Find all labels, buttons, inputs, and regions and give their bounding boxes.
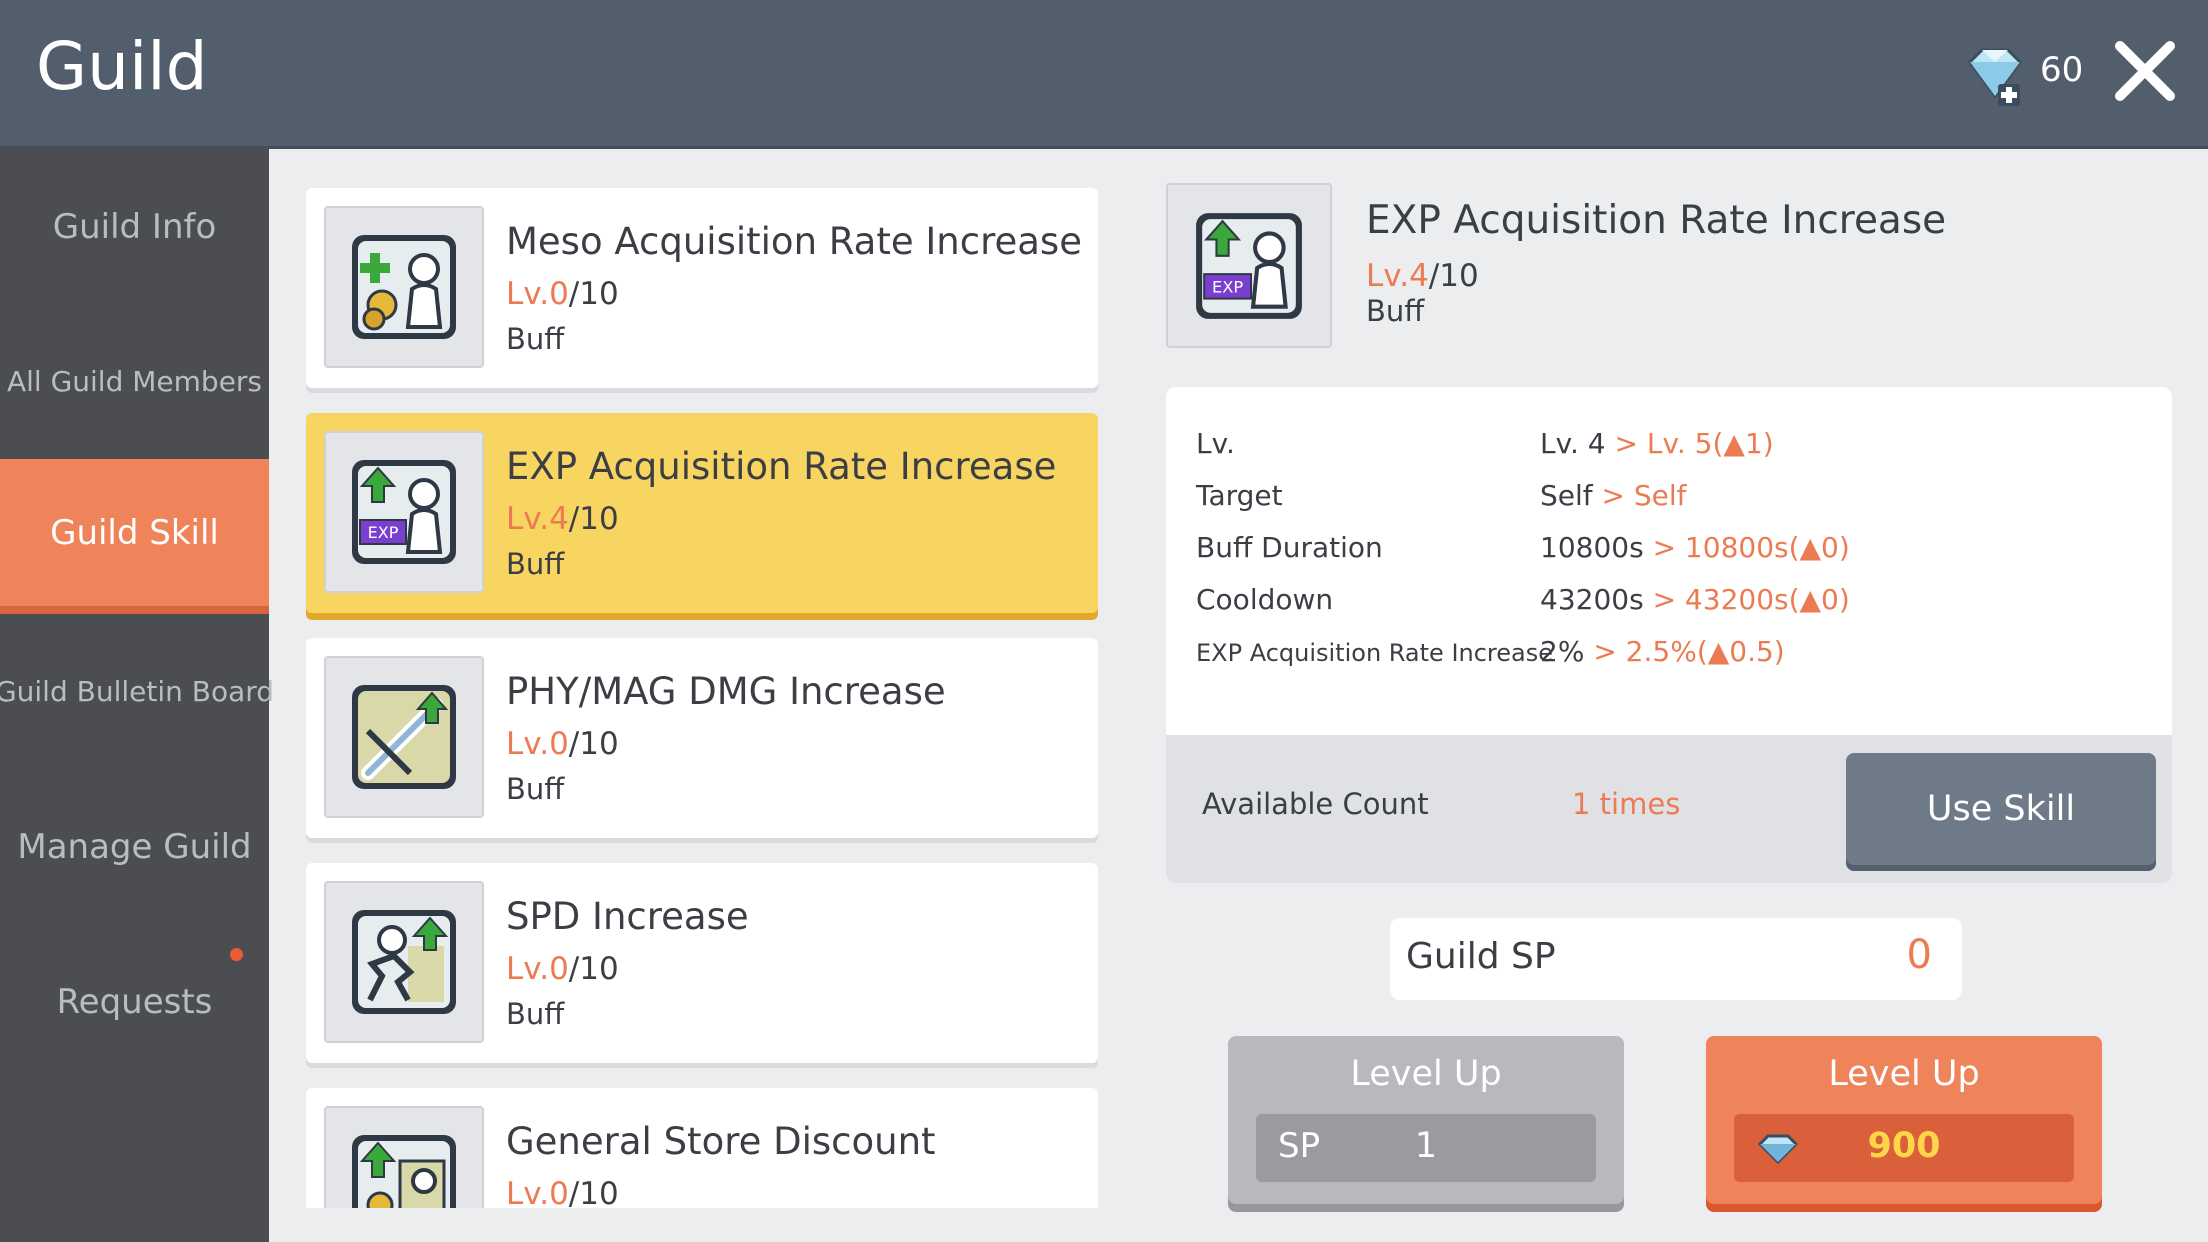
skill-name: Meso Acquisition Rate Increase	[506, 220, 1082, 263]
sidebar-item-manage-guild[interactable]: Manage Guild	[17, 826, 252, 867]
available-count-label: Available Count	[1202, 787, 1429, 821]
sp-cost-bar: SP 1	[1256, 1114, 1596, 1182]
exp-skill-icon: EXP	[1166, 183, 1332, 348]
level-up-gem-button[interactable]: Level Up 900	[1706, 1036, 2102, 1204]
guild-sp-value: 0	[1906, 932, 1932, 978]
skill-card-speed[interactable]: SPD Increase Lv.0/10 Buff	[306, 863, 1098, 1063]
skill-card-meso[interactable]: Meso Acquisition Rate Increase Lv.0/10 B…	[306, 188, 1098, 388]
sidebar-item-guild-info[interactable]: Guild Info	[52, 206, 217, 247]
skill-name: EXP Acquisition Rate Increase	[506, 445, 1057, 488]
skill-name: General Store Discount	[506, 1120, 936, 1163]
damage-skill-icon	[324, 656, 484, 818]
notification-dot	[230, 948, 243, 961]
stat-value: 10800s > 10800s(▲0)	[1540, 531, 1850, 564]
guild-sp-box: Guild SP 0	[1390, 918, 1962, 1000]
skill-list[interactable]: Meso Acquisition Rate Increase Lv.0/10 B…	[306, 188, 1098, 1208]
level-up-label: Level Up	[1350, 1054, 1502, 1094]
skill-card-damage[interactable]: PHY/MAG DMG Increase Lv.0/10 Buff	[306, 638, 1098, 838]
stat-value: 2% > 2.5%(▲0.5)	[1540, 635, 1785, 668]
skill-type: Buff	[506, 547, 565, 581]
close-icon[interactable]	[2110, 36, 2180, 106]
sidebar-item-requests[interactable]: Requests	[56, 981, 213, 1022]
skill-type: Buff	[506, 997, 565, 1031]
page-title: Guild	[36, 28, 208, 105]
skill-stats-panel: Lv. Lv. 4 > Lv. 5(▲1) Target Self > Self…	[1166, 387, 2172, 883]
stat-key: EXP Acquisition Rate Increase	[1196, 639, 1554, 667]
sidebar-item-guild-skill[interactable]: Guild Skill	[0, 459, 269, 614]
stat-value: 43200s > 43200s(▲0)	[1540, 583, 1850, 616]
gem-icon	[1757, 1134, 1799, 1168]
skill-name: PHY/MAG DMG Increase	[506, 670, 946, 713]
skill-level: Lv.4/10	[506, 501, 619, 537]
sp-currency: SP	[1278, 1126, 1321, 1166]
svg-text:EXP: EXP	[368, 523, 399, 542]
skill-card-exp[interactable]: EXP EXP Acquisition Rate Increase Lv.4/1…	[306, 413, 1098, 613]
skill-type: Buff	[506, 772, 565, 806]
level-up-sp-button[interactable]: Level Up SP 1	[1228, 1036, 1624, 1204]
level-up-label: Level Up	[1828, 1054, 1980, 1094]
skill-card-store-discount[interactable]: General Store Discount Lv.0/10	[306, 1088, 1098, 1208]
stat-value: Lv. 4 > Lv. 5(▲1)	[1540, 427, 1774, 460]
detail-skill-level: Lv.4/10	[1366, 258, 1479, 294]
skill-level: Lv.0/10	[506, 951, 619, 987]
stat-key: Buff Duration	[1196, 531, 1383, 564]
exp-skill-icon: EXP	[324, 431, 484, 593]
skill-level: Lv.0/10	[506, 1176, 619, 1208]
sp-cost: 1	[1414, 1126, 1438, 1166]
skill-level: Lv.0/10	[506, 276, 619, 312]
skill-level: Lv.0/10	[506, 726, 619, 762]
meso-skill-icon	[324, 206, 484, 368]
speed-skill-icon	[324, 881, 484, 1043]
detail-skill-name: EXP Acquisition Rate Increase	[1366, 198, 1947, 243]
gem-cost: 900	[1867, 1126, 1941, 1166]
available-count-value: 1 times	[1572, 787, 1681, 821]
stat-key: Lv.	[1196, 427, 1235, 460]
sidebar-item-guild-bulletin-board[interactable]: Guild Bulletin Board	[0, 675, 275, 708]
stat-key: Cooldown	[1196, 583, 1334, 616]
skill-type: Buff	[506, 322, 565, 356]
use-skill-button[interactable]: Use Skill	[1846, 753, 2156, 865]
add-gem-icon[interactable]	[1964, 46, 2026, 108]
stat-key: Target	[1196, 479, 1283, 512]
skill-name: SPD Increase	[506, 895, 749, 938]
stat-value: Self > Self	[1540, 479, 1687, 512]
guild-sp-label: Guild SP	[1406, 936, 1556, 977]
detail-skill-type: Buff	[1366, 294, 1425, 328]
sidebar-item-all-guild-members[interactable]: All Guild Members	[6, 365, 263, 398]
gem-count: 60	[2040, 50, 2084, 90]
sidebar: Guild Info All Guild Members Guild Skill…	[0, 149, 275, 1242]
gem-cost-bar: 900	[1734, 1114, 2074, 1182]
top-bar: Guild 60	[0, 0, 2208, 149]
store-discount-skill-icon	[324, 1106, 484, 1208]
svg-text:EXP: EXP	[1212, 277, 1243, 296]
